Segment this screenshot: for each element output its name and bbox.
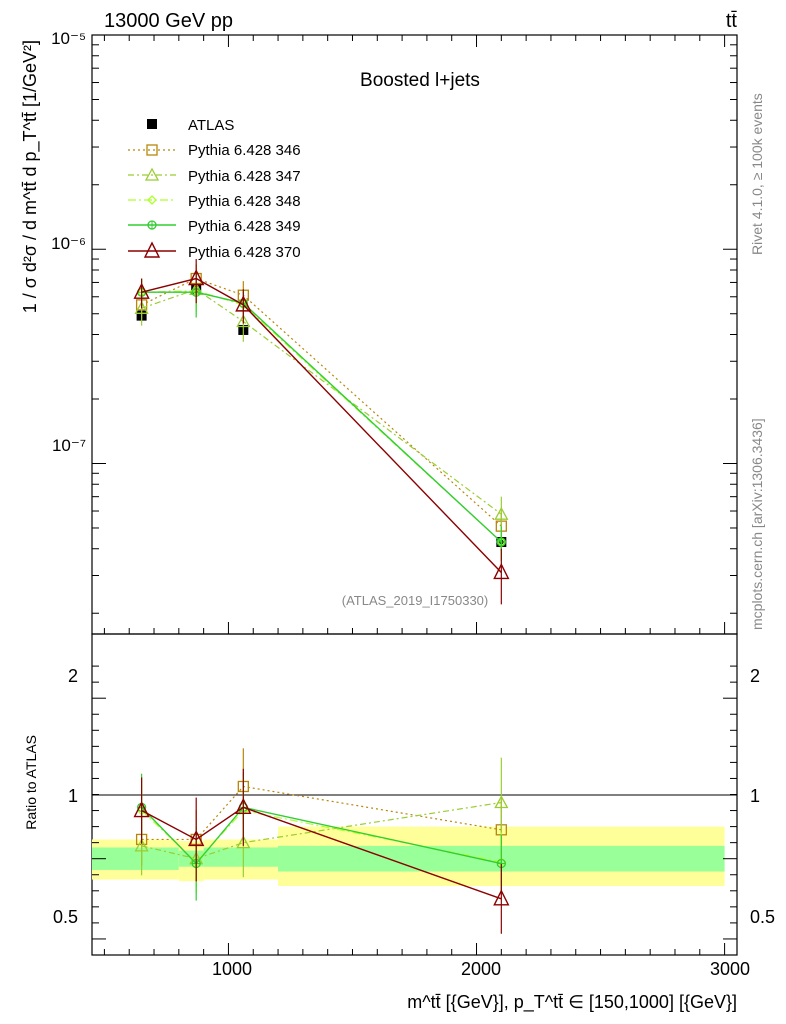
ratio-series [133, 748, 510, 934]
x-tick-2000: 2000 [461, 959, 501, 979]
main-point-pythia-6-428-370 [133, 282, 150, 299]
main-line-pythia-6-428-348 [141, 290, 502, 543]
ratio-point-pythia-6-428-347 [134, 838, 149, 852]
y-tick-1e-7: 10⁻⁷ [52, 436, 86, 455]
ratio-line-pythia-6-428-346 [141, 785, 502, 841]
legend-marker-2 [144, 167, 160, 181]
ratio-tick-1-right: 1 [750, 786, 760, 806]
legend-label-atlas: ATLAS [188, 117, 234, 134]
y-tick-1e-6: 10⁻⁶ [51, 234, 86, 253]
ratio-band-inner [92, 847, 179, 870]
energy-label: 13000 GeV pp [104, 10, 233, 32]
main-point-pythia-6-428-370 [235, 295, 252, 312]
ratio-line-pythia-6-428-370 [141, 806, 502, 900]
main-series [133, 259, 510, 605]
ratio-tick-05-right: 0.5 [750, 907, 775, 927]
main-point-pythia-6-428-347 [236, 314, 251, 328]
y-tick-1e-5: 10⁻⁵ [51, 29, 86, 48]
ratio-point-pythia-6-428-347 [494, 795, 509, 809]
ratio-point-pythia-6-428-370 [133, 800, 150, 818]
legend-label-349: Pythia 6.428 349 [188, 218, 301, 235]
y-axis-label-main: 1 / σ d²σ / d m^tt̄ d p_T^tt̄ [1/GeV²] [20, 40, 41, 313]
ratio-point-pythia-6-428-370 [188, 829, 205, 847]
legend-label-347: Pythia 6.428 347 [188, 168, 301, 185]
legend-marker-1 [146, 144, 158, 156]
main-line-pythia-6-428-349 [141, 291, 502, 543]
main-point-pythia-6-428-349 [496, 537, 506, 547]
main-point-pythia-6-428-370 [493, 562, 510, 580]
y-axis-label-ratio: Ratio to ATLAS [23, 735, 39, 830]
x-tick-1000: 1000 [212, 959, 252, 979]
x-axis-label: m^tt̄ [{GeV}], p_T^tt̄ ∈ [150,1000] [{Ge… [407, 992, 737, 1013]
ratio-point-pythia-6-428-347 [236, 835, 251, 849]
ratio-point-pythia-6-428-370 [235, 797, 252, 815]
ratio-tick-2-left: 2 [68, 666, 78, 686]
plot-title: Boosted l+jets [360, 70, 480, 91]
legend-marker-0 [147, 119, 157, 129]
side-label-site: mcplots.cern.ch [arXiv:1306.3436] [749, 418, 765, 630]
analysis-id: (ATLAS_2019_I1750330) [342, 593, 488, 608]
ratio-line-pythia-6-428-347 [141, 801, 502, 860]
legend-label-348: Pythia 6.428 348 [188, 193, 301, 210]
ratio-line-pythia-6-428-349 [141, 806, 502, 865]
legend-label-346: Pythia 6.428 346 [188, 142, 301, 159]
main-point-pythia-6-428-347 [134, 300, 149, 314]
legend: ATLAS Pythia 6.428 346 Pythia 6.428 347 … [128, 117, 301, 261]
ratio-tick-05-left: 0.5 [53, 907, 78, 927]
ratio-tick-1-left: 1 [68, 786, 78, 806]
process-label: tt̄ [726, 10, 738, 32]
ratio-band-inner [203, 847, 279, 867]
x-tick-3000: 3000 [710, 959, 750, 979]
legend-marker-3 [147, 195, 157, 205]
legend-label-370: Pythia 6.428 370 [188, 244, 301, 261]
ratio-point-pythia-6-428-370 [493, 889, 510, 906]
main-line-pythia-6-428-370 [141, 277, 502, 573]
main-point-pythia-6-428-370 [188, 268, 205, 286]
ratio-tick-2-right: 2 [750, 666, 760, 686]
legend-marker-5 [143, 241, 161, 258]
main-point-pythia-6-428-347 [494, 506, 509, 520]
legend-marker-4 [147, 220, 157, 230]
main-line-pythia-6-428-347 [141, 288, 502, 515]
main-line-pythia-6-428-346 [141, 277, 502, 527]
side-label-rivet: Rivet 4.1.0, ≥ 100k events [749, 93, 765, 255]
axis-ticks [92, 34, 737, 955]
